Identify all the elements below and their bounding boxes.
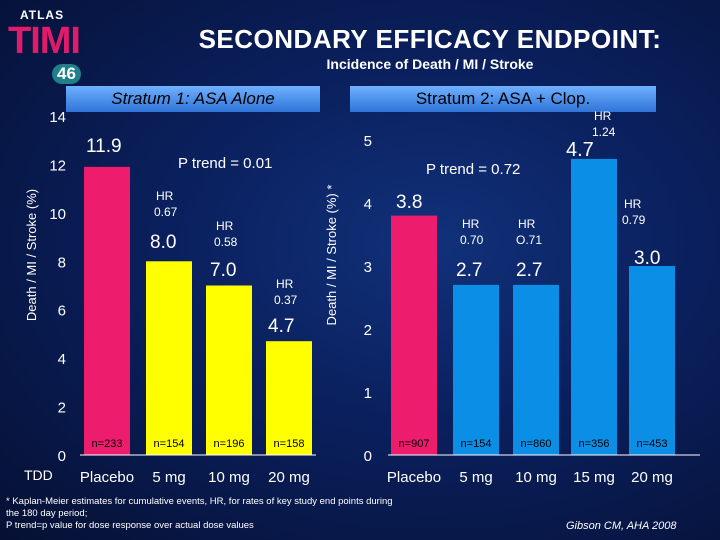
slide-title: SECONDARY EFFICACY ENDPOINT: xyxy=(198,24,662,54)
stratum2-value-label-4: 4.7 xyxy=(566,139,594,161)
stratum1-bar-1 xyxy=(84,166,130,455)
stratum2-hr-label-3: HR xyxy=(518,217,536,231)
stratum1-y-tick-label: 6 xyxy=(58,303,66,320)
footnote-line-3: P trend=p value for dose response over a… xyxy=(6,520,254,531)
stratum2-bar-1 xyxy=(391,215,437,455)
stratum2-y-axis-title: Death / MI / Stroke (%) * xyxy=(324,185,339,326)
tdd-label: TDD xyxy=(24,467,53,483)
stratum1-value-label-2: 8.0 xyxy=(150,232,176,253)
stratum2-value-label-2: 2.7 xyxy=(456,260,482,281)
stratum2-hr-value-5: 0.79 xyxy=(622,213,646,227)
stratum1-bar-4 xyxy=(266,341,312,455)
stratum1-category-label-1: Placebo xyxy=(80,469,134,486)
stratum2-value-label-5: 3.0 xyxy=(634,248,660,269)
logo-atlas-text: ATLAS xyxy=(20,8,65,22)
stratum2-p-trend: P trend = 0.72 xyxy=(426,161,520,178)
stratum2-y-tick-label: 3 xyxy=(364,259,372,276)
citation: Gibson CM, AHA 2008 xyxy=(566,520,677,532)
stratum1-y-axis-title: Death / MI / Stroke (%) xyxy=(24,189,39,321)
stratum2-y-tick-label: 2 xyxy=(364,322,372,339)
stratum1-category-label-2: 5 mg xyxy=(152,469,185,486)
stratum2-category-label-3: 10 mg xyxy=(515,469,557,486)
stratum1-hr-value-2: 0.67 xyxy=(154,205,178,219)
slide-subtitle: Incidence of Death / MI / Stroke xyxy=(326,56,534,72)
stratum1-category-label-4: 20 mg xyxy=(268,469,310,486)
stratum2-hr-value-4: 1.24 xyxy=(592,125,616,139)
stratum2-value-label-1: 3.8 xyxy=(396,192,422,213)
stratum1-bar-3 xyxy=(206,285,252,455)
footnote-line-2: the 180 day period; xyxy=(6,508,88,519)
stratum2-hr-label-4: HR xyxy=(594,109,612,123)
stratum1-n-label-2: n=154 xyxy=(154,438,185,450)
stratum1-category-label-3: 10 mg xyxy=(208,469,250,486)
stratum1-y-tick-label: 2 xyxy=(58,400,66,417)
stratum2-category-label-5: 20 mg xyxy=(631,469,673,486)
stratum2-category-label-4: 15 mg xyxy=(573,469,615,486)
stratum2-hr-label-5: HR xyxy=(624,197,642,211)
stratum1-hr-label-3: HR xyxy=(216,219,234,233)
footnote: * Kaplan-Meier estimates for cumulative … xyxy=(6,496,526,532)
stratum1-value-label-4: 4.7 xyxy=(268,316,294,337)
stratum1-bar-2 xyxy=(146,261,192,455)
stratum2-y-tick-label: 5 xyxy=(364,133,372,150)
atlas-timi-logo: ATLAS TIMI 46 xyxy=(8,8,108,96)
stratum2-value-label-3: 2.7 xyxy=(516,260,542,281)
stratum1-n-label-1: n=233 xyxy=(92,438,123,450)
stratum2-hr-label-2: HR xyxy=(462,217,480,231)
stratum1-n-label-3: n=196 xyxy=(214,438,245,450)
stratum2-hr-value-2: 0.70 xyxy=(460,233,484,247)
stratum1-y-tick-label: 8 xyxy=(58,254,66,271)
stratum1-hr-value-4: 0.37 xyxy=(274,293,298,307)
stratum1-y-tick-label: 12 xyxy=(49,157,66,174)
logo-number: 46 xyxy=(52,64,81,84)
stratum2-y-tick-label: 1 xyxy=(364,385,372,402)
stratum1-y-tick-label: 0 xyxy=(58,448,66,465)
stratum2-n-label-3: n=860 xyxy=(521,438,552,450)
stratum1-header: Stratum 1: ASA Alone xyxy=(66,86,320,112)
stratum2-n-label-1: n=907 xyxy=(399,438,430,450)
stratum1-y-tick-label: 14 xyxy=(49,109,66,126)
stratum1-label: Stratum 1: ASA Alone xyxy=(111,89,275,108)
stratum2-y-tick-label: 4 xyxy=(364,196,372,213)
stratum1-y-tick-label: 10 xyxy=(49,206,66,223)
stratum2-category-label-2: 5 mg xyxy=(459,469,492,486)
stratum2-header: Stratum 2: ASA + Clop. xyxy=(350,86,656,112)
stratum1-hr-label-2: HR xyxy=(156,189,174,203)
stratum2-bar-2 xyxy=(453,284,499,455)
stratum2-y-tick-label: 0 xyxy=(364,448,372,465)
stratum1-n-label-4: n=158 xyxy=(274,438,305,450)
stratum2-bar-4 xyxy=(571,158,617,455)
stratum1-y-tick-label: 4 xyxy=(58,351,66,368)
logo-timi-text: TIMI xyxy=(8,20,81,62)
stratum1-value-label-1: 11.9 xyxy=(86,136,122,157)
stratum1-hr-label-4: HR xyxy=(276,277,294,291)
stratum2-label: Stratum 2: ASA + Clop. xyxy=(415,89,591,108)
stratum1-value-label-3: 7.0 xyxy=(210,260,236,281)
stratum2-bar-5 xyxy=(629,266,675,455)
stratum2-hr-value-3: O.71 xyxy=(516,233,542,247)
stratum2-n-label-5: n=453 xyxy=(637,438,668,450)
footnote-line-1: * Kaplan-Meier estimates for cumulative … xyxy=(6,496,393,507)
stratum1-p-trend: P trend = 0.01 xyxy=(178,155,272,172)
stratum2-n-label-2: n=154 xyxy=(461,438,492,450)
stratum2-n-label-4: n=356 xyxy=(579,438,610,450)
stratum2-category-label-1: Placebo xyxy=(387,469,441,486)
stratum2-bar-3 xyxy=(513,284,559,455)
stratum1-hr-value-3: 0.58 xyxy=(214,235,238,249)
